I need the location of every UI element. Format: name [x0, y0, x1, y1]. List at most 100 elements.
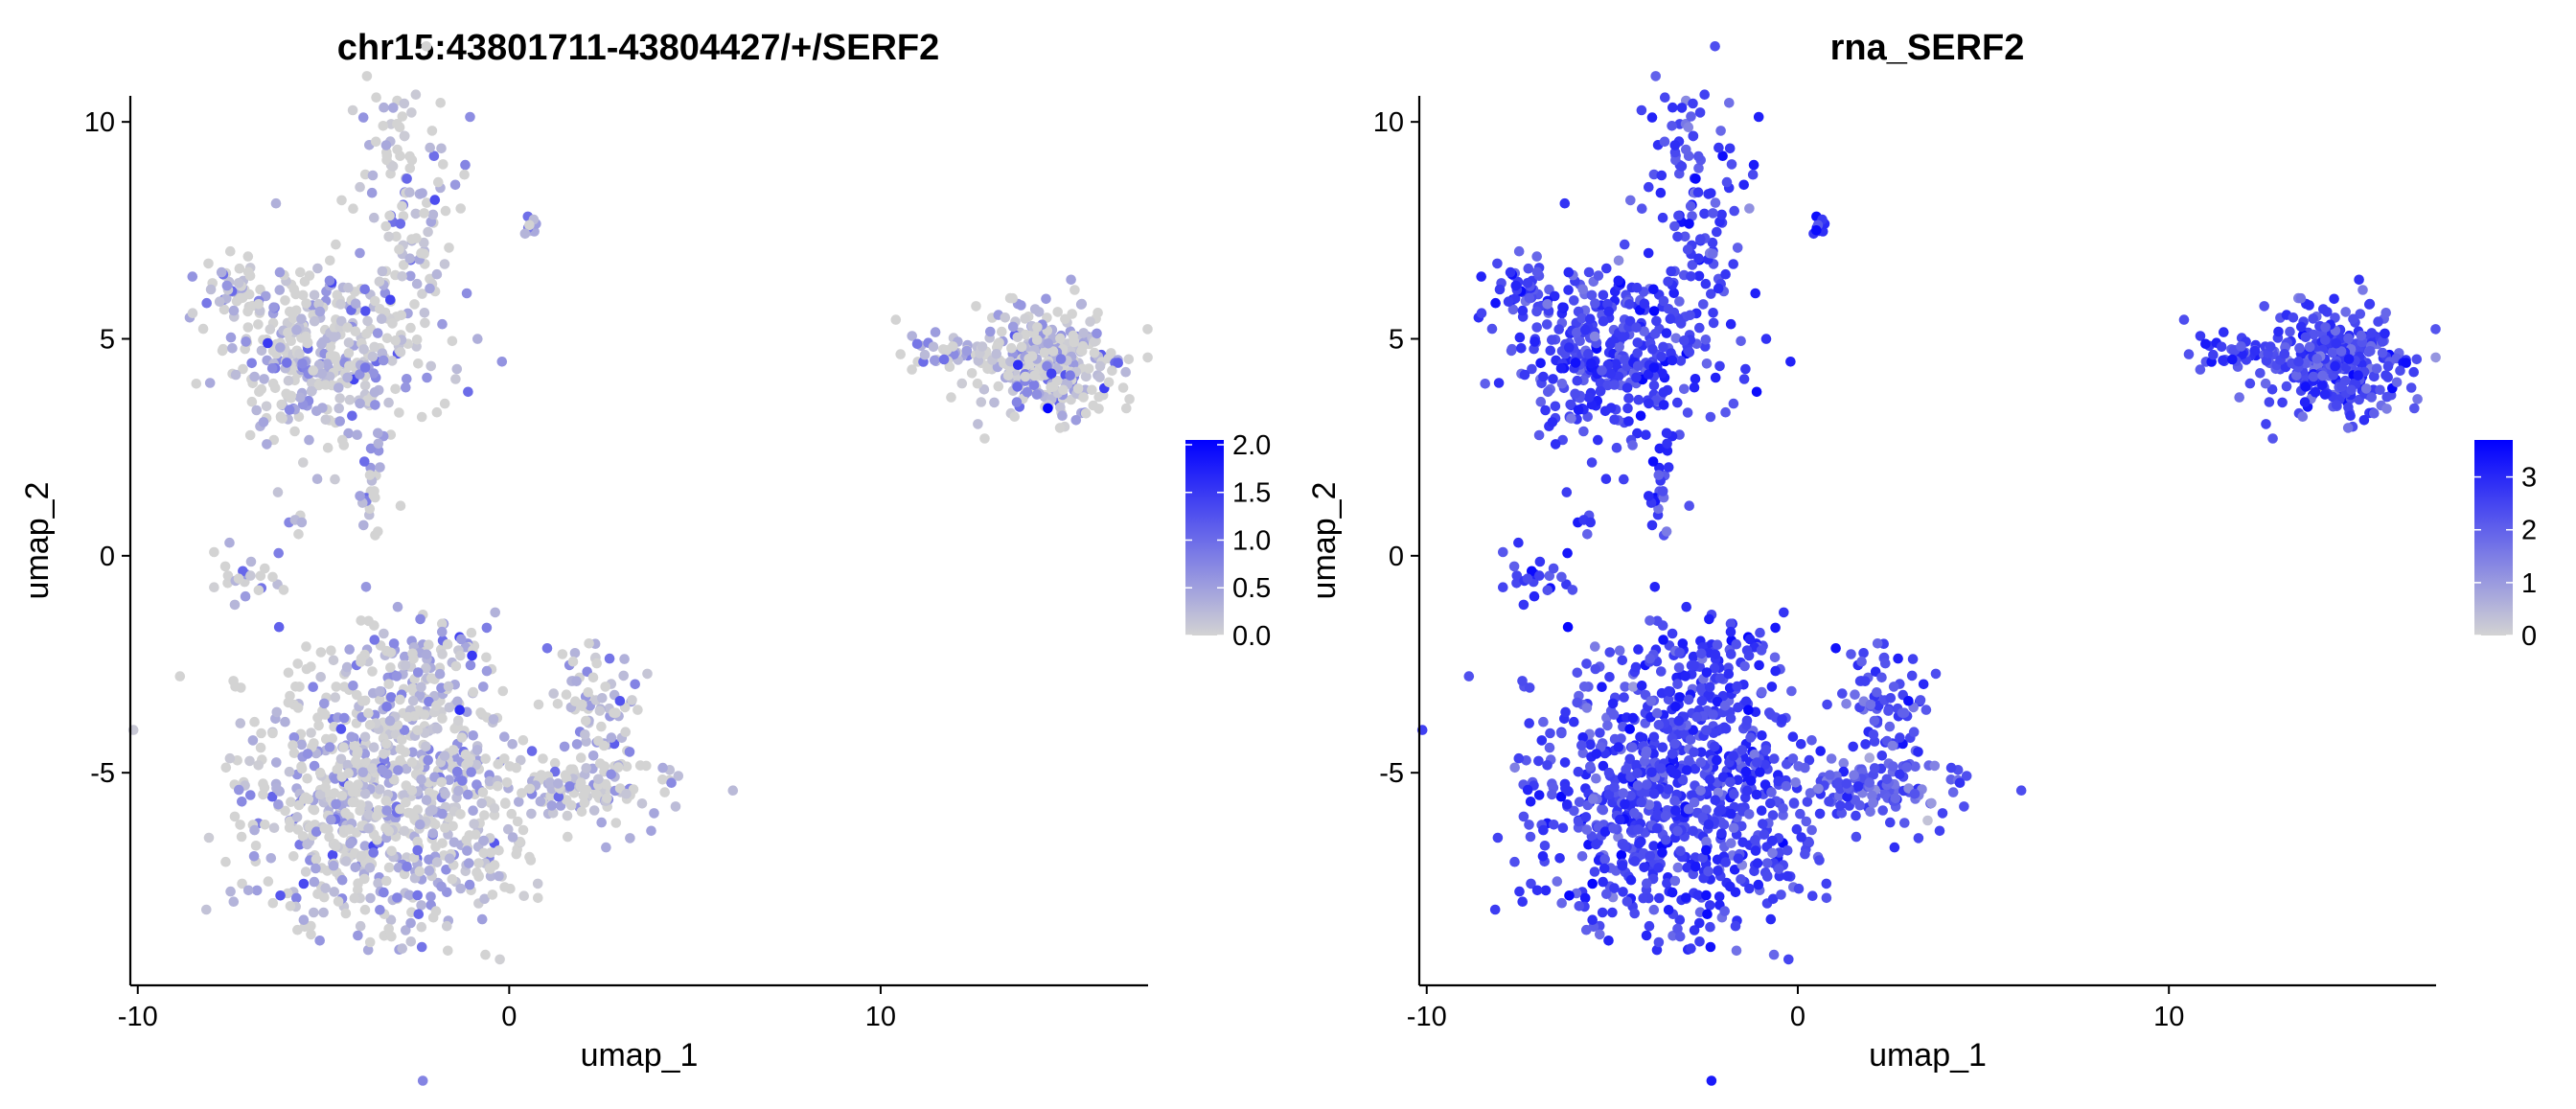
cell-point	[317, 403, 328, 413]
cell-point	[1913, 747, 1923, 757]
cell-point	[1581, 924, 1592, 936]
cell-point	[1752, 858, 1763, 868]
cell-point	[1047, 346, 1059, 357]
cell-point	[1712, 754, 1722, 766]
cell-point	[472, 334, 483, 344]
cell-point	[1654, 443, 1666, 454]
cell-point	[1696, 695, 1708, 706]
cell-point	[1639, 326, 1649, 337]
cell-point	[1120, 366, 1131, 378]
cell-point	[1764, 707, 1775, 718]
cell-point	[1087, 384, 1097, 396]
cell-point	[1601, 889, 1612, 899]
cell-point	[1581, 658, 1592, 669]
cell-point	[309, 760, 320, 772]
cell-point	[567, 656, 579, 667]
cell-point	[1835, 800, 1846, 811]
cell-point	[455, 883, 467, 894]
cell-point	[203, 832, 215, 843]
cell-point	[464, 858, 474, 868]
cell-point	[392, 144, 402, 155]
cell-point	[993, 381, 1004, 392]
cell-point	[1756, 645, 1767, 656]
cell-point	[1552, 876, 1563, 887]
cell-point	[557, 649, 568, 659]
cell-point	[1636, 681, 1647, 691]
cell-point	[450, 660, 462, 672]
cell-point	[376, 313, 387, 325]
cell-point	[532, 878, 543, 890]
cell-point	[1760, 334, 1772, 344]
cell-point	[201, 297, 212, 309]
highlight-cell-point	[1046, 368, 1057, 380]
cell-point	[451, 363, 463, 375]
cell-point	[1700, 335, 1712, 345]
cell-point	[1720, 406, 1731, 418]
cell-point	[425, 283, 435, 294]
cell-point	[388, 103, 399, 113]
cell-point	[338, 712, 350, 724]
cell-point	[1788, 797, 1800, 808]
cell-point	[1517, 676, 1528, 686]
cell-point	[1557, 822, 1569, 833]
cell-point	[2380, 308, 2391, 318]
cell-point	[1524, 718, 1534, 728]
cell-point	[600, 682, 610, 692]
cell-point	[1654, 892, 1665, 904]
cell-point	[234, 784, 244, 796]
cell-point	[430, 820, 441, 830]
cell-point	[1795, 808, 1806, 820]
cell-point	[273, 621, 285, 633]
cell-point	[1651, 944, 1663, 956]
cell-point	[2318, 304, 2329, 314]
cell-point	[2300, 332, 2312, 343]
cell-point	[197, 323, 209, 335]
cell-point	[1710, 197, 1721, 208]
cell-point	[1726, 838, 1736, 848]
cell-point	[1679, 383, 1690, 395]
cell-point	[314, 767, 326, 778]
cell-point	[1683, 803, 1694, 815]
cell-point	[1770, 622, 1781, 634]
cell-point	[1634, 838, 1644, 849]
cell-point	[1627, 682, 1639, 692]
cell-point	[919, 349, 931, 360]
cell-point	[383, 397, 394, 408]
cell-point	[342, 759, 354, 771]
cell-point	[340, 908, 352, 919]
cell-point	[463, 789, 473, 800]
cell-point	[1538, 824, 1549, 836]
cell-point	[407, 747, 418, 758]
cell-point	[1563, 285, 1574, 295]
y-axis-title: umap_2	[1306, 482, 1343, 600]
cell-point	[1800, 848, 1810, 860]
cell-point	[2366, 392, 2377, 403]
cell-point	[375, 462, 385, 473]
cell-point	[1744, 883, 1755, 894]
cell-point	[322, 442, 334, 453]
cell-point	[359, 456, 370, 467]
cell-point	[363, 707, 374, 719]
cell-point	[2244, 378, 2256, 389]
cell-point	[1653, 503, 1664, 514]
cell-point	[1569, 716, 1579, 728]
cell-point	[331, 798, 341, 810]
cell-point	[1591, 839, 1601, 850]
cell-point	[372, 835, 382, 845]
cell-point	[1756, 805, 1767, 816]
cell-point	[224, 752, 236, 764]
cell-point	[1868, 797, 1878, 808]
cell-point	[1859, 676, 1871, 686]
cell-point	[1578, 682, 1590, 692]
cell-point	[368, 847, 380, 858]
cell-point	[407, 695, 419, 706]
cell-point	[1893, 653, 1903, 664]
cell-point	[265, 853, 277, 864]
cell-point	[624, 747, 635, 757]
cell-point	[1674, 647, 1685, 658]
y-tick-label: -5	[1379, 758, 1404, 789]
cell-point	[2308, 371, 2319, 382]
cell-point	[524, 783, 536, 795]
cell-point	[1860, 739, 1871, 750]
cell-point	[203, 258, 214, 269]
